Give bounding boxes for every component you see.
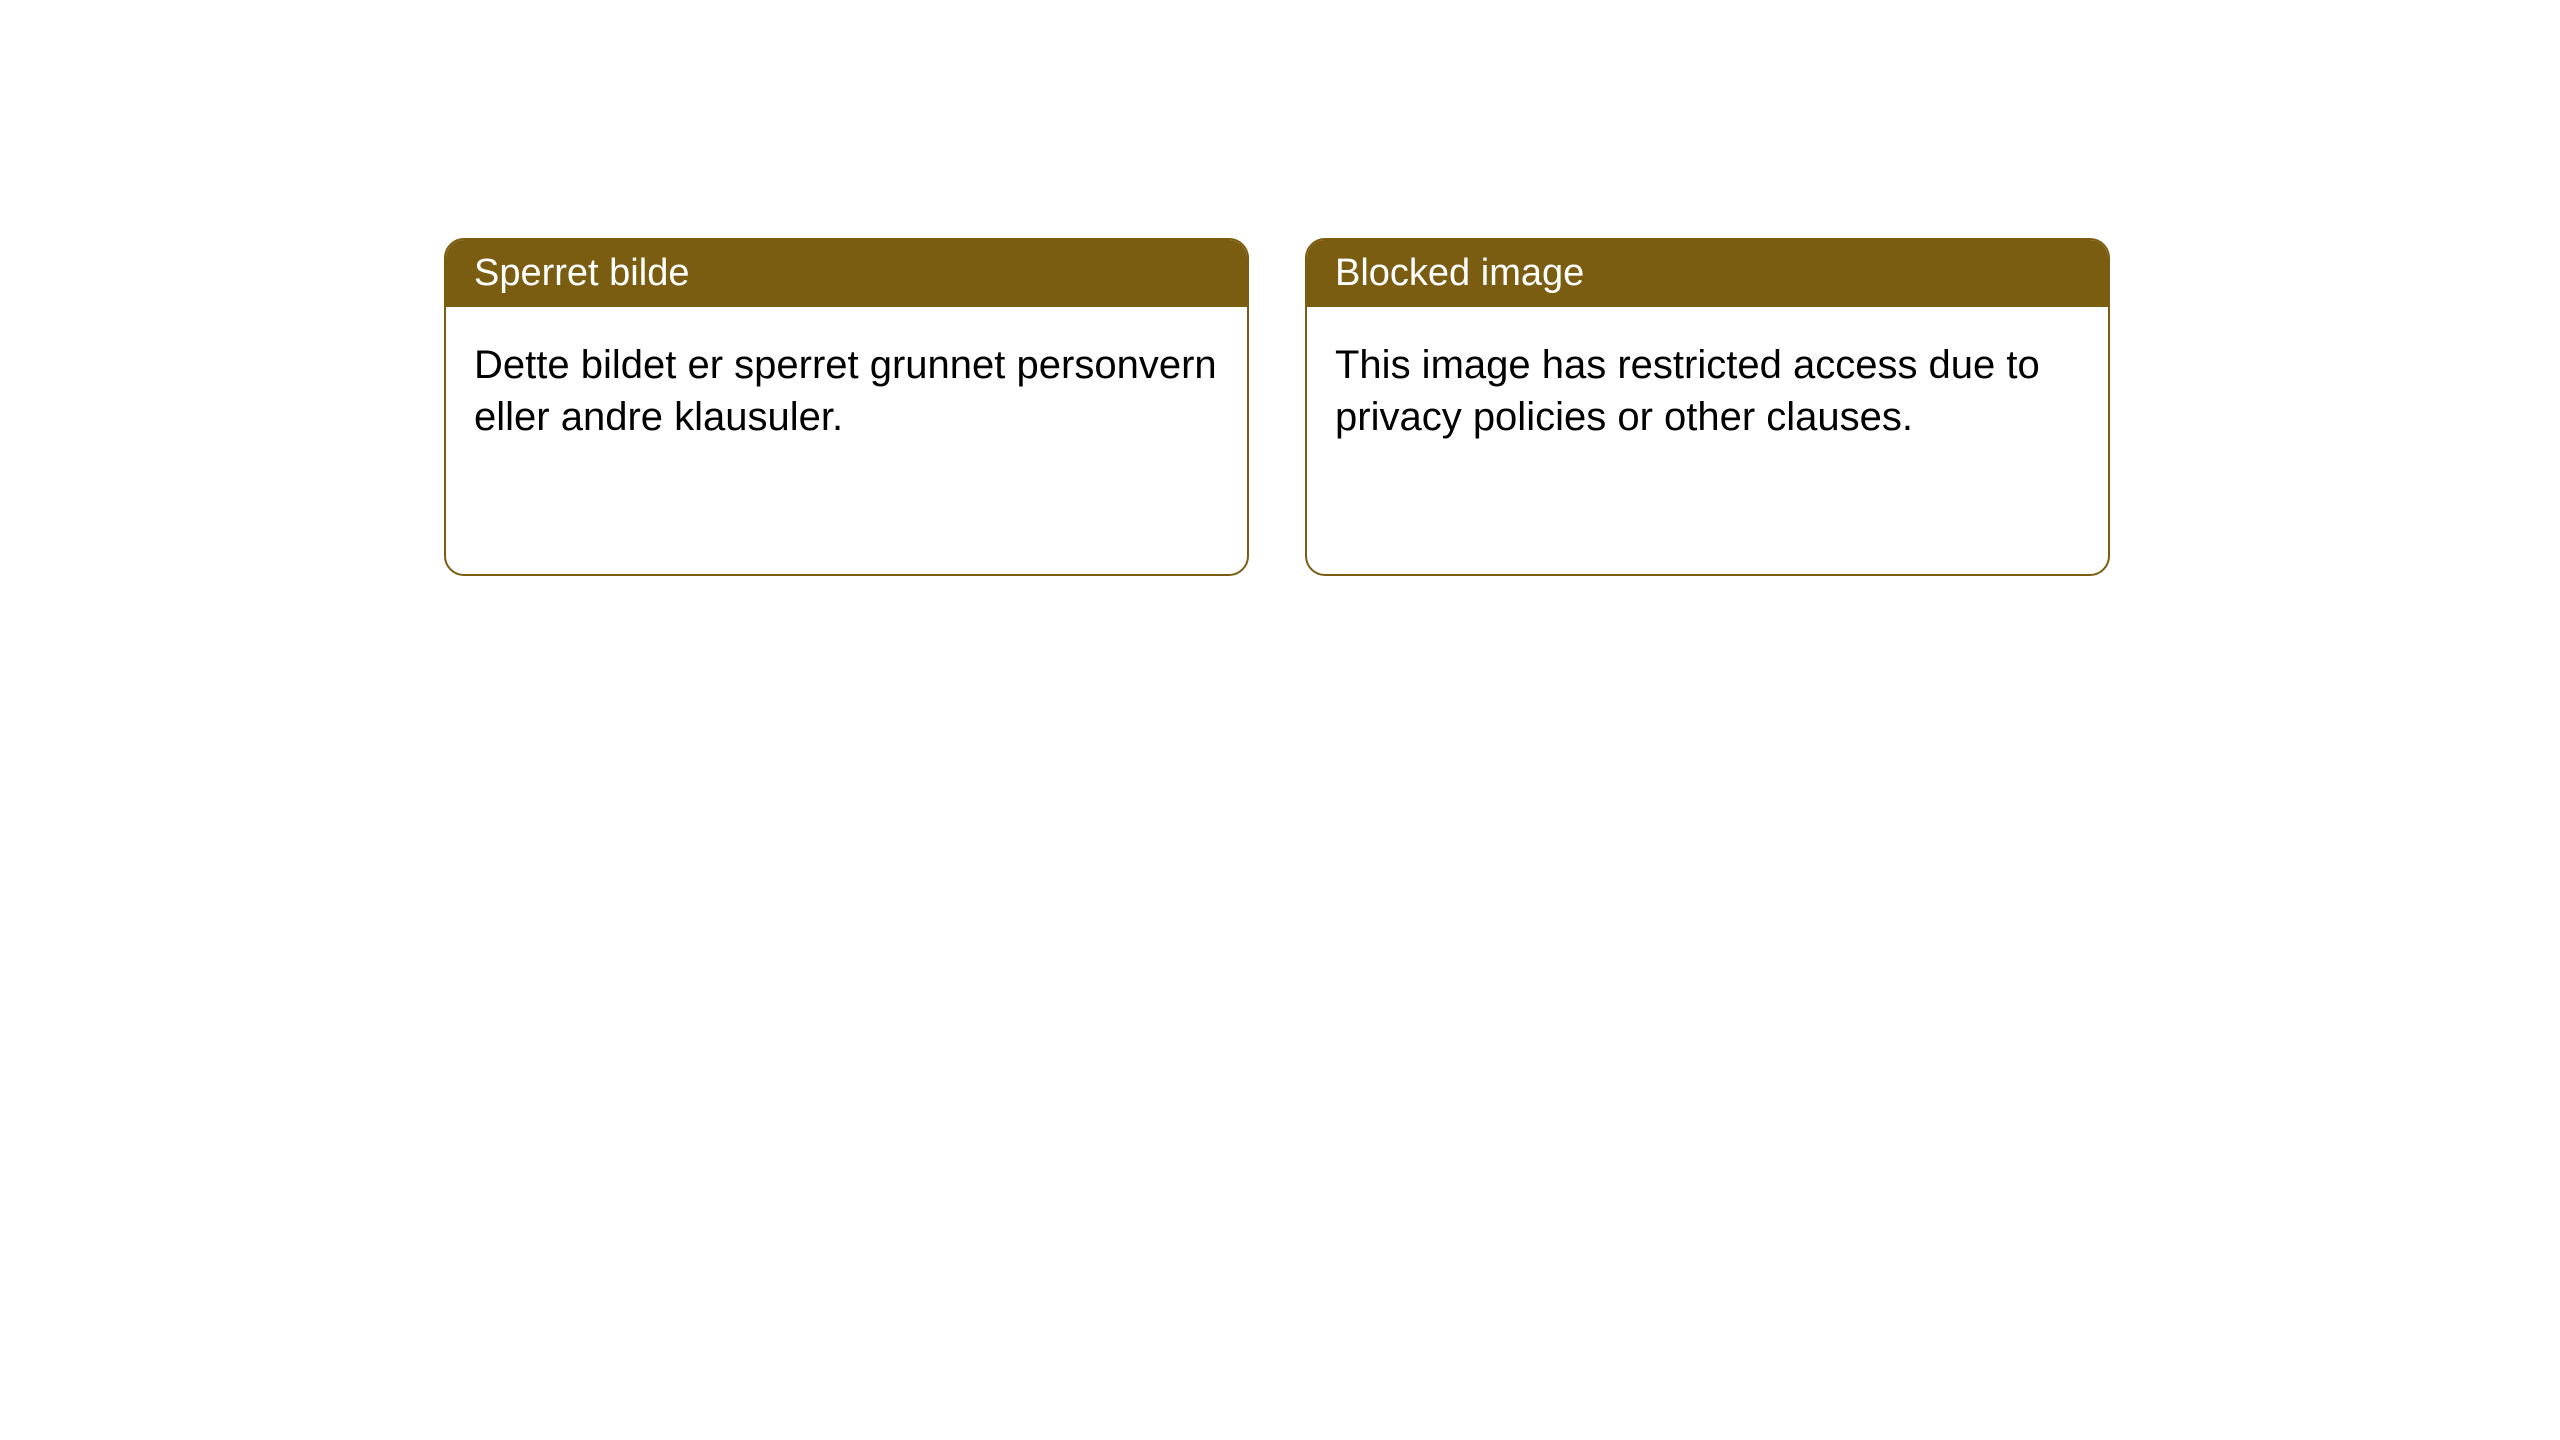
card-body-text: This image has restricted access due to … <box>1335 343 2040 439</box>
notice-card-norwegian: Sperret bilde Dette bildet er sperret gr… <box>444 238 1249 576</box>
card-title: Sperret bilde <box>474 252 689 294</box>
card-header: Sperret bilde <box>446 240 1247 307</box>
card-body: This image has restricted access due to … <box>1307 307 2108 475</box>
card-header: Blocked image <box>1307 240 2108 307</box>
card-body-text: Dette bildet er sperret grunnet personve… <box>474 343 1217 439</box>
card-body: Dette bildet er sperret grunnet personve… <box>446 307 1247 475</box>
notice-card-english: Blocked image This image has restricted … <box>1305 238 2110 576</box>
card-title: Blocked image <box>1335 252 1584 294</box>
notice-container: Sperret bilde Dette bildet er sperret gr… <box>444 238 2110 576</box>
